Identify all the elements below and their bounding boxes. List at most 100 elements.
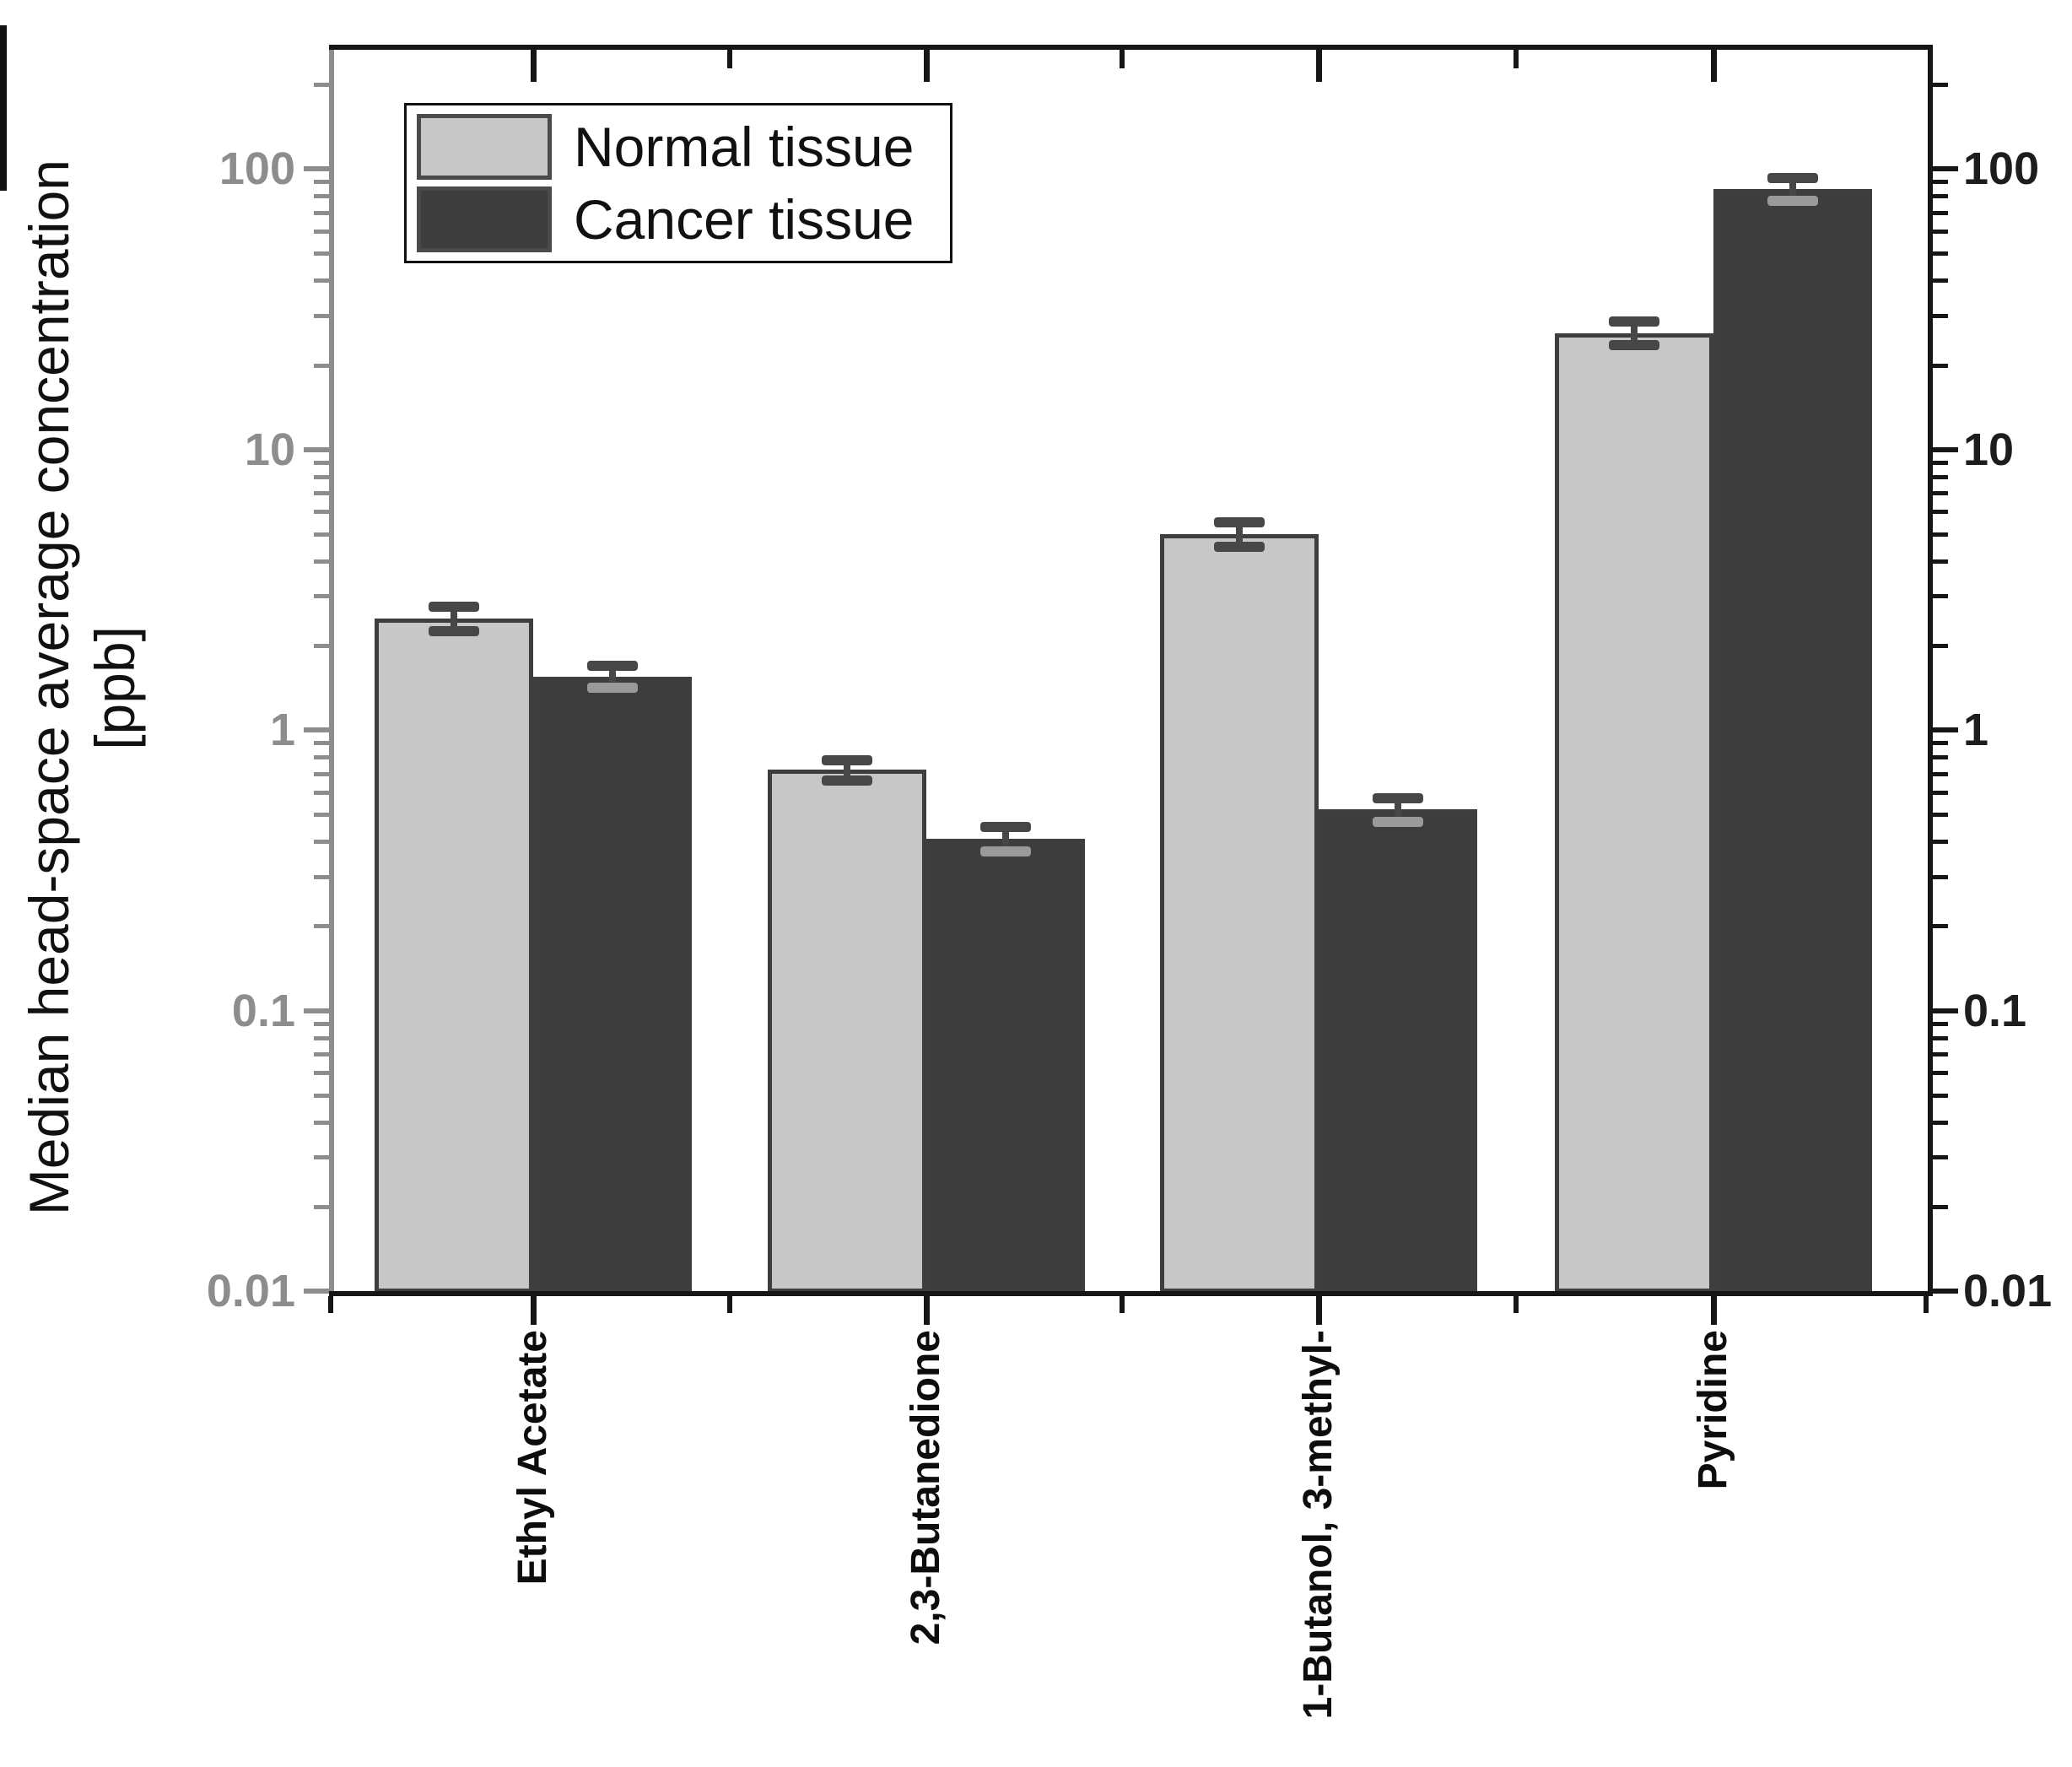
left-axis-minor-tick bbox=[314, 771, 329, 776]
top-axis-category-tick bbox=[1711, 50, 1717, 82]
right-axis-minor-tick bbox=[1933, 594, 1948, 599]
bar-cancer-tissue-ethyl-acetate bbox=[533, 676, 692, 1293]
error-bar-cancer-tissue-pyridine-stem bbox=[1789, 177, 1796, 201]
left-axis-minor-tick bbox=[314, 229, 329, 234]
error-bar-normal-tissue-1-butanol-3-methyl-stem bbox=[1236, 521, 1243, 547]
right-axis-minor-tick bbox=[1933, 313, 1948, 318]
left-axis-minor-tick bbox=[314, 460, 329, 465]
left-axis-minor-tick bbox=[314, 813, 329, 818]
x-axis-line-top bbox=[329, 45, 1933, 50]
right-axis-minor-tick bbox=[1933, 771, 1948, 776]
bottom-axis-category-tick bbox=[1711, 1296, 1717, 1325]
legend-label-cancer-tissue: Cancer tissue bbox=[574, 188, 915, 251]
left-axis-minor-tick bbox=[314, 840, 329, 845]
error-bar-normal-tissue-pyridine-cap-upper bbox=[1609, 316, 1659, 327]
y-axis-line-right bbox=[1928, 45, 1933, 1296]
error-bar-cancer-tissue-ethyl-acetate-stem bbox=[609, 666, 616, 689]
right-axis-minor-tick bbox=[1933, 1204, 1948, 1209]
left-axis-minor-tick bbox=[314, 1093, 329, 1098]
error-bar-normal-tissue-ethyl-acetate-cap-lower bbox=[429, 625, 479, 636]
left-axis-minor-tick bbox=[314, 594, 329, 599]
error-bar-normal-tissue-2-3-butanedione-cap-upper bbox=[822, 754, 872, 765]
right-axis-minor-tick bbox=[1933, 491, 1948, 496]
right-axis-tick-label: 1 bbox=[1963, 705, 1989, 756]
left-axis-minor-tick bbox=[314, 1071, 329, 1076]
right-axis-tick-label: 0.01 bbox=[1963, 1266, 2053, 1316]
right-axis-minor-tick bbox=[1933, 278, 1948, 284]
left-axis-minor-tick bbox=[314, 474, 329, 479]
left-axis-minor-tick bbox=[314, 755, 329, 760]
left-axis-tick-label: 100 bbox=[219, 143, 295, 195]
error-bar-cancer-tissue-1-butanol-3-methyl-stem bbox=[1395, 798, 1401, 823]
right-axis-minor-tick bbox=[1933, 1035, 1948, 1040]
left-axis-minor-tick bbox=[314, 1052, 329, 1057]
right-axis-minor-tick bbox=[1933, 924, 1948, 929]
right-axis-minor-tick bbox=[1933, 840, 1948, 845]
error-bar-normal-tissue-pyridine-stem bbox=[1631, 322, 1638, 346]
bottom-axis-minor-tick bbox=[1120, 1296, 1125, 1313]
left-axis-tick-label: 0.1 bbox=[231, 985, 295, 1036]
bottom-axis-corner-tick bbox=[1924, 1296, 1929, 1313]
bottom-axis-minor-tick bbox=[1514, 1296, 1519, 1313]
error-bar-cancer-tissue-2-3-butanedione-cap-lower bbox=[980, 846, 1031, 856]
right-axis-minor-tick bbox=[1933, 1071, 1948, 1076]
x-axis-label-2-3-butanedione: 2,3-Butanedione bbox=[904, 1330, 948, 1645]
legend-row-cancer-tissue: Cancer tissue bbox=[417, 186, 938, 252]
left-axis-minor-tick bbox=[314, 210, 329, 215]
right-axis-minor-tick bbox=[1933, 474, 1948, 479]
x-axis-label-ethyl-acetate: Ethyl Acetate bbox=[510, 1330, 555, 1586]
left-axis-minor-tick bbox=[314, 194, 329, 199]
right-axis-minor-tick bbox=[1933, 210, 1948, 215]
right-axis-minor-tick bbox=[1933, 251, 1948, 257]
x-axis-line-bottom bbox=[329, 1291, 1933, 1296]
error-bar-normal-tissue-1-butanol-3-methyl-cap-upper bbox=[1214, 516, 1265, 527]
right-axis-minor-tick bbox=[1933, 755, 1948, 760]
right-axis-minor-tick bbox=[1933, 194, 1948, 199]
x-axis-label-pyridine: Pyridine bbox=[1691, 1330, 1735, 1490]
bar-cancer-tissue-2-3-butanedione bbox=[926, 838, 1085, 1293]
left-axis-minor-tick bbox=[314, 1204, 329, 1209]
bar-normal-tissue-1-butanol-3-methyl bbox=[1160, 533, 1319, 1293]
left-axis-major-tick bbox=[304, 1289, 329, 1294]
error-bar-cancer-tissue-ethyl-acetate-cap-upper bbox=[587, 661, 638, 672]
left-axis-minor-tick bbox=[314, 874, 329, 879]
bottom-axis-corner-tick bbox=[328, 1296, 333, 1313]
bar-cancer-tissue-pyridine bbox=[1713, 188, 1872, 1293]
bottom-axis-category-tick bbox=[924, 1296, 930, 1325]
left-axis-minor-tick bbox=[314, 924, 329, 929]
error-bar-normal-tissue-1-butanol-3-methyl-cap-lower bbox=[1214, 541, 1265, 552]
right-axis-minor-tick bbox=[1933, 532, 1948, 537]
error-bar-normal-tissue-pyridine-cap-lower bbox=[1609, 340, 1659, 351]
left-axis-tick-label: 10 bbox=[244, 424, 295, 475]
right-axis-minor-tick bbox=[1933, 790, 1948, 795]
y-axis-line-left bbox=[329, 45, 334, 1296]
left-axis-minor-tick bbox=[314, 1155, 329, 1160]
error-bar-cancer-tissue-2-3-butanedione-stem bbox=[1002, 827, 1009, 851]
left-axis-major-tick bbox=[304, 166, 329, 172]
left-axis-minor-tick bbox=[314, 83, 329, 88]
left-axis-tick-label: 0.01 bbox=[206, 1266, 295, 1316]
legend: Normal tissue Cancer tissue bbox=[404, 103, 952, 263]
right-axis-minor-tick bbox=[1933, 460, 1948, 465]
legend-swatch-normal-tissue bbox=[417, 114, 552, 180]
bar-normal-tissue-pyridine bbox=[1555, 332, 1713, 1293]
right-axis-tick-label: 100 bbox=[1963, 143, 2040, 195]
right-axis-minor-tick bbox=[1933, 363, 1948, 368]
left-axis-major-tick bbox=[304, 1008, 329, 1013]
right-axis-minor-tick bbox=[1933, 229, 1948, 234]
right-axis-minor-tick bbox=[1933, 813, 1948, 818]
top-axis-category-tick bbox=[1316, 50, 1322, 82]
right-axis-minor-tick bbox=[1933, 1093, 1948, 1098]
left-axis-minor-tick bbox=[314, 741, 329, 746]
top-axis-category-tick bbox=[531, 50, 537, 82]
right-axis-tick-label: 10 bbox=[1963, 424, 2015, 475]
left-axis-minor-tick bbox=[314, 790, 329, 795]
right-axis-major-tick bbox=[1933, 1008, 1958, 1013]
left-axis-minor-tick bbox=[314, 510, 329, 515]
right-axis-major-tick bbox=[1933, 727, 1958, 733]
error-bar-cancer-tissue-ethyl-acetate-cap-lower bbox=[587, 683, 638, 694]
right-axis-major-tick bbox=[1933, 166, 1958, 172]
right-axis-major-tick bbox=[1933, 446, 1958, 452]
right-axis-minor-tick bbox=[1933, 83, 1948, 88]
